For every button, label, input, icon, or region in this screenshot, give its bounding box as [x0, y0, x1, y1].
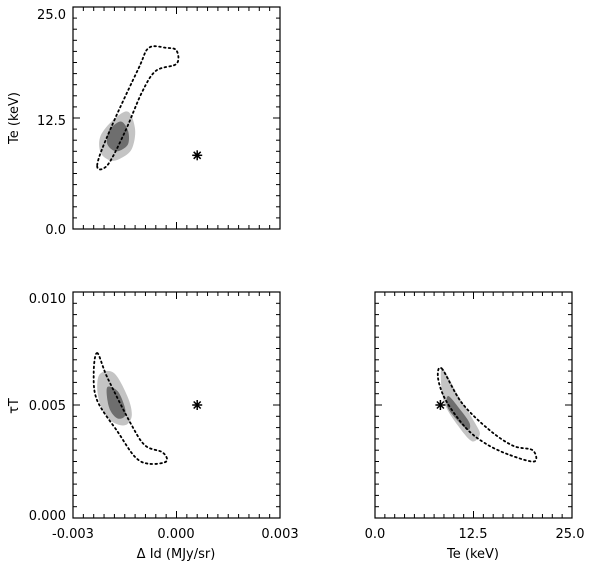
- y-axis-label-tau: τT: [7, 398, 22, 414]
- panel-te-vs-delta-i-marker: [192, 150, 203, 161]
- x-axis-label-te: Te (keV): [446, 547, 499, 562]
- panel-tau-vs-te-lines: [436, 366, 538, 463]
- tick-label-x-minus-0-003: -0.003: [52, 527, 94, 542]
- asterisk-stroke: [193, 151, 202, 160]
- panel-te-vs-delta-i: 25.0 12.5 0.0 Te (keV): [7, 6, 281, 238]
- contour-2-sigma: [440, 368, 480, 442]
- panel-tau-vs-delta-i-marker: [192, 400, 203, 410]
- asterisk-marker: [192, 400, 203, 410]
- contour-comparison: [92, 352, 168, 465]
- tick-label-x-te-0-0: 0.0: [365, 527, 386, 542]
- y-axis-label-te-text: Te (keV): [7, 92, 22, 145]
- asterisk-stroke: [436, 400, 445, 410]
- contour-1-sigma: [106, 121, 130, 152]
- panel-tau-vs-te-fills: [440, 368, 480, 442]
- tick-label-x-te-25-0: 25.0: [556, 527, 585, 542]
- asterisk-marker: [435, 400, 446, 410]
- tick-label-y-12-5: 12.5: [37, 114, 66, 129]
- panel-tau-vs-delta-i: 0.010 0.005 0.000 -0.003 0.000 0.003 Δ I…: [7, 291, 299, 562]
- x-axis-label-delta-i: Δ Id (MJy/sr): [137, 547, 216, 562]
- tick-label-y-25-0: 25.0: [37, 8, 66, 23]
- panel-te-vs-delta-i-lines: [96, 45, 180, 171]
- panel-te-vs-delta-i-fills: [99, 111, 136, 161]
- panel-tau-vs-delta-i-lines: [92, 352, 168, 465]
- tick-label-x-0-003: 0.003: [261, 527, 298, 542]
- contour-comparison: [96, 45, 180, 171]
- panel-tau-vs-delta-i-ticks: [72, 291, 281, 519]
- tick-label-x-0-000: 0.000: [157, 527, 194, 542]
- contour-1-sigma: [106, 386, 126, 419]
- panel-tau-vs-te-ticks: [374, 291, 573, 519]
- tick-label-y-0-000: 0.000: [29, 509, 66, 524]
- contour-1-sigma: [446, 395, 471, 430]
- tick-label-y-0-005: 0.005: [29, 399, 66, 414]
- asterisk-stroke: [193, 400, 202, 410]
- asterisk-marker: [192, 150, 203, 161]
- panel-tau-vs-te-marker: [435, 400, 446, 410]
- tick-label-x-te-12-5: 12.5: [459, 527, 488, 542]
- panel-tau-vs-delta-i-fills: [97, 370, 132, 426]
- panel-tau-vs-te: 0.0 12.5 25.0 Te (keV): [365, 291, 585, 562]
- y-axis-label-tau-text: τT: [7, 398, 22, 414]
- y-axis-label-te: Te (keV): [7, 92, 22, 145]
- tick-label-y-0-0: 0.0: [45, 223, 66, 238]
- contour-comparison: [436, 366, 538, 463]
- panel-te-vs-delta-i-ticks: [72, 6, 281, 230]
- tick-label-y-0-010: 0.010: [29, 292, 66, 307]
